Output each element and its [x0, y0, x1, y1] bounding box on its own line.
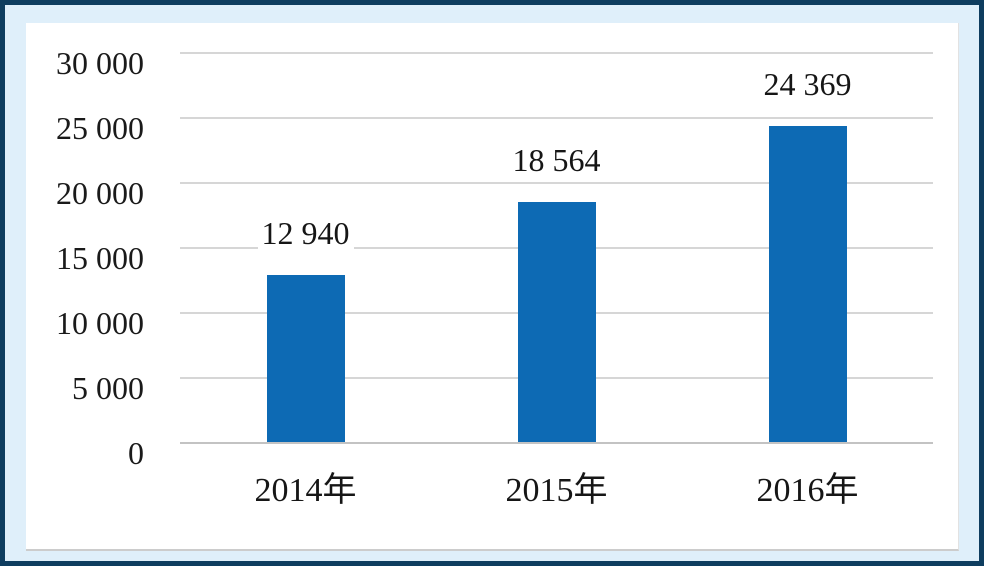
y-tick-label: 15 000 — [56, 240, 144, 276]
x-tick-label: 2014年 — [254, 472, 357, 509]
gridline — [180, 182, 933, 184]
gridline — [180, 117, 933, 119]
bar-chart: 0 5 000 10 000 15 000 20 000 25 000 30 000 12 9… — [26, 23, 958, 549]
y-tick-label: 25 000 — [56, 110, 144, 146]
y-tick-label: 20 000 — [56, 175, 144, 211]
y-tick-label: 0 — [128, 435, 144, 471]
x-tick-label: 2016年 — [756, 472, 859, 509]
gridline — [180, 52, 933, 54]
x-tick-label: 2015年 — [505, 472, 608, 509]
y-tick-label: 10 000 — [56, 305, 144, 341]
x-axis-line — [180, 442, 933, 444]
chart-panel: 0 5 000 10 000 15 000 20 000 25 000 30 000 12 9… — [26, 23, 959, 551]
bar-value-label: 24 369 — [759, 67, 856, 102]
bar-2016年 — [768, 126, 847, 442]
y-tick-label: 5 000 — [72, 370, 144, 406]
bar-value-label: 18 564 — [508, 142, 605, 177]
bar-2014年 — [266, 274, 345, 442]
y-tick-label: 30 000 — [56, 45, 144, 81]
bar-2015年 — [517, 201, 596, 442]
bar-value-label: 12 940 — [257, 215, 354, 250]
